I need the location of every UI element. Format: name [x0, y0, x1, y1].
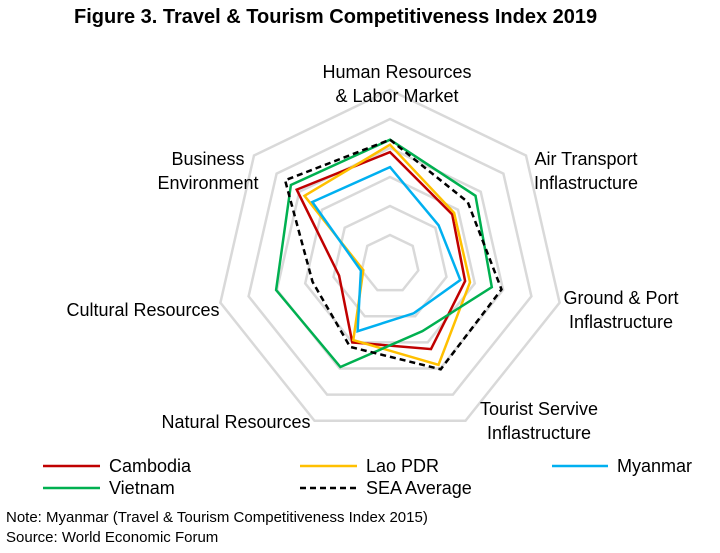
grid-ring	[332, 204, 448, 318]
axis-label: Business Environment	[157, 149, 258, 193]
axis-label-line: Inflastructure	[487, 423, 591, 443]
legend-label-myanmar: Myanmar	[617, 456, 692, 476]
axis-label: Natural Resources	[161, 412, 310, 432]
axis-label-line: Inflastructure	[534, 173, 638, 193]
axis-label-line: Environment	[157, 173, 258, 193]
axis-label: Human Resources & Labor Market	[322, 62, 471, 106]
series-lao-pdr	[302, 143, 472, 367]
axis-label: Ground & Port Inflastructure	[563, 288, 678, 332]
grid-ring	[219, 88, 561, 423]
axis-label: Air Transport Inflastructure	[534, 149, 638, 193]
axis-label-line: Business	[171, 149, 244, 169]
axis-label-line: Natural Resources	[161, 412, 310, 432]
legend-label-cambodia: Cambodia	[109, 456, 192, 476]
radar-series	[274, 138, 503, 371]
grid-ring	[360, 233, 420, 292]
axis-label-line: Inflastructure	[569, 312, 673, 332]
axis-label-line: Air Transport	[534, 149, 637, 169]
grid-ring	[247, 117, 533, 396]
axis-label-line: Tourist Servive	[480, 399, 598, 419]
axis-label-line: Ground & Port	[563, 288, 678, 308]
radar-grid	[219, 88, 561, 423]
legend-label-lao-pdr: Lao PDR	[366, 456, 439, 476]
series-myanmar	[310, 165, 462, 333]
grid-ring	[275, 146, 505, 370]
chart-title: Figure 3. Travel & Tourism Competitivene…	[74, 6, 598, 28]
axis-label-line: & Labor Market	[335, 86, 458, 106]
note-text: Note: Myanmar (Travel & Tourism Competit…	[6, 509, 428, 526]
axis-label-line: Human Resources	[322, 62, 471, 82]
axis-label: Cultural Resources	[66, 300, 219, 320]
legend-label-sea-average: SEA Average	[366, 478, 472, 498]
series-sea-average	[283, 138, 503, 371]
grid-ring	[303, 175, 477, 344]
legend: Cambodia Lao PDR Myanmar Vietnam SEA Average	[43, 456, 692, 498]
legend-label-vietnam: Vietnam	[109, 478, 175, 498]
series-vietnam	[274, 138, 494, 369]
axis-labels: Human Resources & Labor Market Air Transpo…	[66, 62, 678, 443]
axis-label: Tourist Servive Inflastructure	[480, 399, 598, 443]
axis-label-line: Cultural Resources	[66, 300, 219, 320]
source-text: Source: World Economic Forum	[6, 529, 219, 546]
